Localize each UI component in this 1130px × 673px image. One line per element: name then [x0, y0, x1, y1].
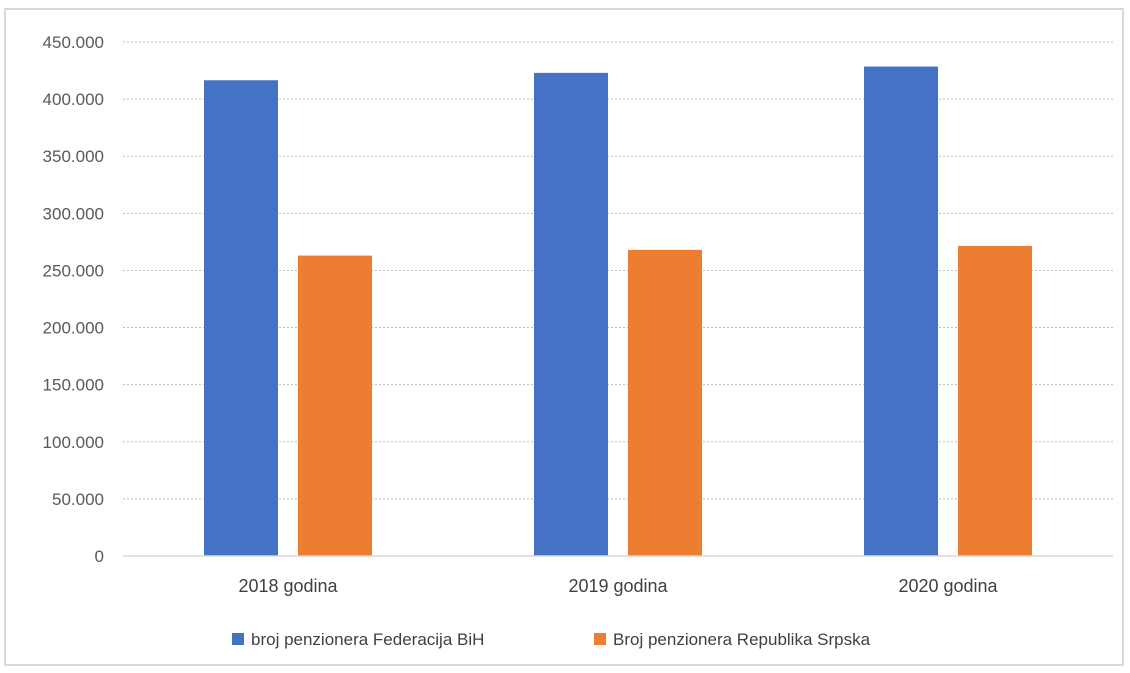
y-tick-label: 150.000 [43, 376, 104, 395]
y-tick-label: 200.000 [43, 319, 104, 338]
y-tick-label: 100.000 [43, 433, 104, 452]
y-tick-label: 0 [95, 547, 104, 566]
y-tick-label: 50.000 [52, 490, 104, 509]
bar-federacija-2 [864, 66, 938, 557]
y-tick-label: 400.000 [43, 90, 104, 109]
y-tick-label: 250.000 [43, 261, 104, 280]
x-category-label: 2019 godina [568, 576, 668, 596]
bar-republika-srpska-1 [628, 249, 702, 556]
x-category-label: 2018 godina [238, 576, 338, 596]
x-category-label: 2020 godina [898, 576, 998, 596]
y-tick-label: 350.000 [43, 147, 104, 166]
bar-federacija-0 [204, 80, 278, 557]
bar-republika-srpska-0 [298, 255, 372, 556]
legend-label: Broj penzionera Republika Srpska [613, 630, 871, 649]
y-tick-label: 300.000 [43, 204, 104, 223]
y-axis-ticks: 0 50.000 100.000 150.000 200.000 250.000 300.0… [43, 33, 104, 566]
gridlines [123, 41, 1113, 500]
legend-swatch [232, 633, 244, 645]
legend: broj penzionera Federacija BiH Broj penzi… [232, 630, 871, 649]
bar-federacija-1 [534, 72, 608, 556]
legend-label: broj penzionera Federacija BiH [251, 630, 484, 649]
bar-republika-srpska-2 [958, 245, 1032, 557]
x-axis: 2018 godina 2019 godina 2020 godina [123, 555, 1113, 596]
legend-swatch [594, 633, 606, 645]
y-tick-label: 450.000 [43, 33, 104, 52]
bars [204, 66, 1032, 557]
